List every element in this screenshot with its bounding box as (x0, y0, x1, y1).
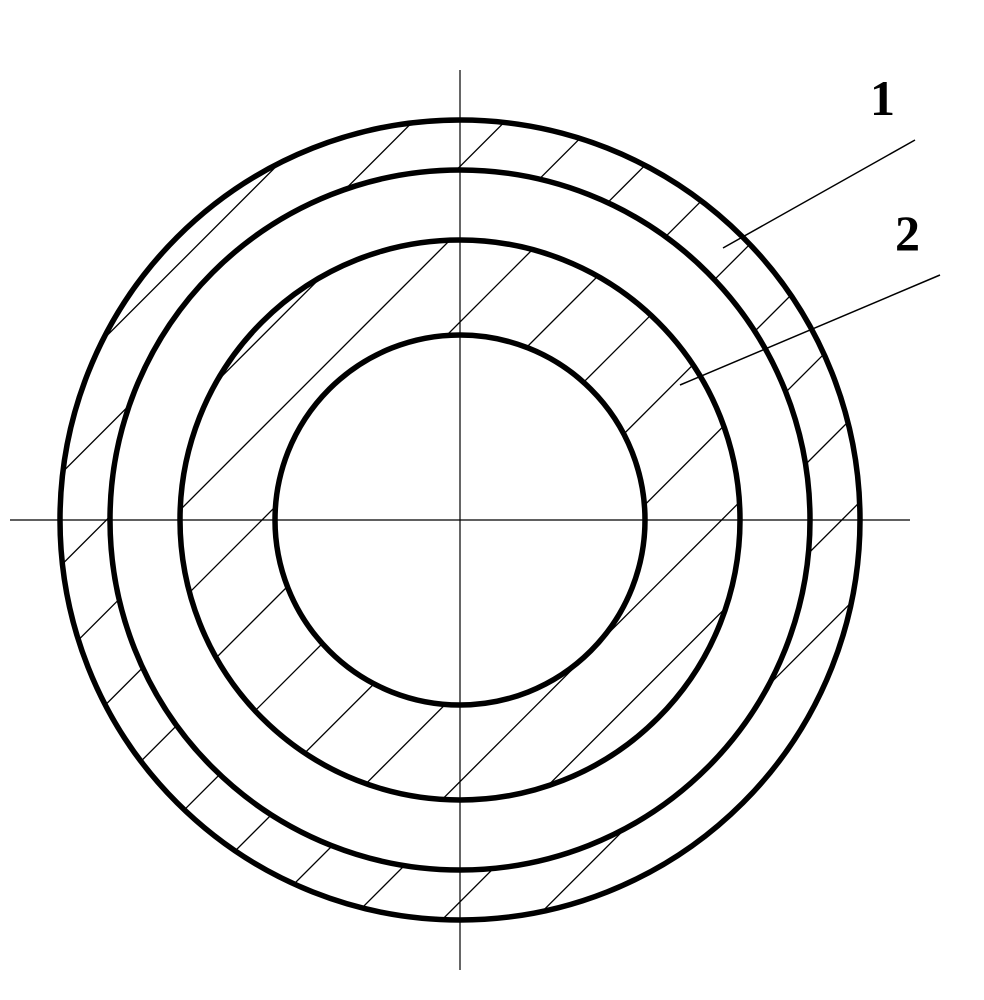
label-1: 1 (870, 70, 895, 126)
label-2: 2 (895, 205, 920, 261)
cross-section-diagram: 12 (0, 0, 984, 1000)
